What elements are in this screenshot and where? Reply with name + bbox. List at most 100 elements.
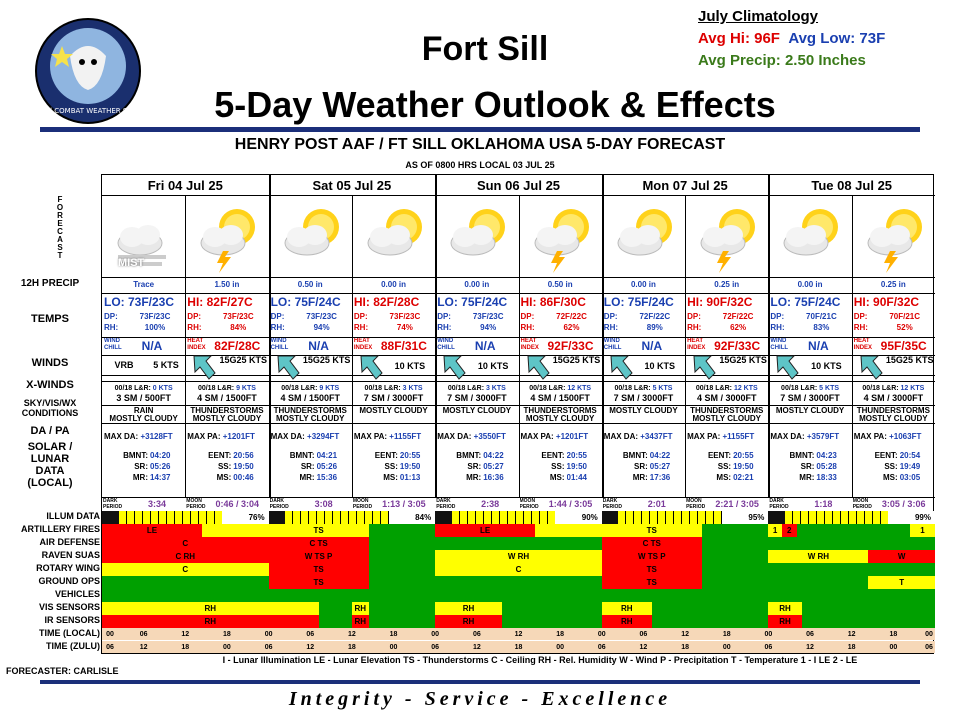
dewpoint: 73F/23C (139, 312, 171, 321)
humidity: 84% (230, 323, 247, 332)
sky-vis: 4 SM / 3000FT (863, 394, 924, 403)
time-tick: 06 (597, 644, 606, 651)
effect-segment: TS (601, 524, 702, 537)
sunset-label: EENT: (374, 451, 398, 460)
time-tick: 18 (223, 631, 231, 638)
dp-label: DP: (520, 312, 535, 321)
heat-index: 92F/33C (547, 339, 594, 353)
effect-segment: C TS (268, 537, 369, 550)
wind-chill-label: WIND CHILL (270, 338, 289, 351)
time-tick: 06 (264, 644, 273, 651)
sunset-label: MS: (383, 473, 398, 482)
thunderstorm-icon (534, 209, 589, 273)
time-tick: 00 (764, 631, 773, 638)
sunset-time: 20:54 (899, 451, 921, 460)
illum-dark (768, 511, 786, 524)
heat-index: 95F/35C (880, 339, 927, 353)
as-of: AS OF 0800 HRS LOCAL 03 JUL 25 (405, 160, 555, 170)
moon-period-label: MOON PERIOD (852, 498, 872, 510)
density-altitude: MAX DA: +3294FT (270, 432, 340, 441)
heat-index: 88F/31C (380, 339, 427, 353)
effect-segment: RH (601, 615, 652, 628)
partly-cloudy-icon (367, 209, 422, 256)
dp-label: DP: (770, 312, 785, 321)
label-precip: 12H PRECIP (20, 278, 80, 289)
rh-label: RH: (853, 323, 868, 332)
effect-segment (368, 576, 436, 589)
effect-segment: RH (768, 615, 802, 628)
dp-label: DP: (353, 312, 368, 321)
footer-divider (40, 680, 920, 684)
time-tick: 00 (389, 644, 398, 651)
wind-chill: N/A (308, 339, 329, 353)
sunrise-time: 05:27 (649, 462, 671, 471)
time-tick: 18 (556, 631, 565, 638)
effect-segment: T (868, 576, 935, 589)
sunrise-label: SR: (800, 462, 815, 471)
effect-segment: W RH (768, 550, 869, 563)
effect-segment: RH (435, 615, 502, 628)
sky-vis: 4 SM / 3000FT (696, 394, 757, 403)
time-tick: 00 (106, 631, 114, 638)
heat-index-label: HEAT INDEX (353, 338, 373, 351)
heat-index-label: HEAT INDEX (520, 338, 539, 351)
time-tick: 06 (106, 644, 114, 651)
sunrise-label: SR: (634, 462, 648, 471)
moon-period-label: MOON PERIOD (186, 498, 206, 510)
density-altitude: MAX PA: +1201FT (520, 432, 589, 441)
wind-dir: VRB (114, 361, 134, 370)
effect-segment: RH (435, 602, 502, 615)
dp-label: DP: (603, 312, 618, 321)
day-divider (435, 175, 438, 497)
wind-speed-pm: 15G25 KTS (219, 355, 268, 365)
sunrise-label: BMNT: (123, 451, 148, 460)
humidity: 62% (563, 323, 580, 332)
day-header: Fri 04 Jul 25 (147, 178, 223, 193)
density-altitude: MAX DA: +3437FT (603, 432, 673, 441)
effect-segment (318, 615, 352, 628)
moon-period: 1:13 / 3:05 (382, 500, 426, 509)
dewpoint: 70F/21C (889, 312, 921, 321)
sky-vis: 7 SM / 3000FT (613, 394, 674, 403)
sky-cond: THUNDERSTORMS (856, 406, 930, 415)
sunrise-label: BMNT: (289, 451, 315, 460)
weather-squadron-logo: 3d COMBAT WEATHER SQ (35, 18, 141, 124)
high-temp: HI: 90F/32C (687, 295, 753, 309)
climatology-box: July Climatology Avg Hi: 96F Avg Low: 73… (698, 6, 885, 72)
row-label: ILLUM DATA (46, 511, 100, 521)
wind-speed-am: 10 KTS (644, 361, 676, 371)
time-tick: 12 (806, 644, 814, 651)
sunset-label: EENT: (541, 451, 565, 460)
dark-period-label: DARK PERIOD (602, 498, 622, 510)
wind-chill: N/A (474, 339, 496, 353)
time-tick: 12 (847, 631, 856, 638)
legend: I - Lunar Illumination LE - Lunar Elevat… (222, 655, 858, 665)
sky-cond-2: MOSTLY CLOUDY (276, 414, 345, 423)
dark-period-label: DARK PERIOD (436, 498, 456, 510)
heat-index-label: HEAT INDEX (853, 338, 873, 351)
dark-period-label: DARK PERIOD (269, 498, 289, 510)
svg-text:3d COMBAT WEATHER SQ: 3d COMBAT WEATHER SQ (43, 107, 133, 115)
wind-chill-label: WIND CHILL (437, 338, 455, 351)
sunrise-time: 04:21 (316, 451, 338, 460)
precip-am: Trace (133, 280, 155, 289)
effect-segment: RH (601, 602, 652, 615)
effect-segment: W (868, 550, 935, 563)
time-tick: 06 (139, 631, 148, 638)
grid-line (601, 497, 769, 498)
effect-segment (801, 615, 935, 628)
humidity: 100% (144, 323, 166, 332)
partly-cloudy-icon (450, 209, 506, 256)
sunrise-time: 05:26 (150, 462, 171, 471)
effect-segment (368, 602, 436, 615)
sunset-label: SS: (217, 462, 232, 471)
sunset-time: 19:50 (733, 462, 754, 471)
day-header: Sat 05 Jul 25 (312, 178, 392, 193)
sunset-time: 20:55 (566, 451, 587, 460)
crosswind: 00/18 L&R: 9 KTS (197, 385, 256, 392)
humidity: 89% (646, 323, 663, 332)
forecaster: FORECASTER: CARLISLE (6, 666, 119, 676)
wind-chill-label: WIND CHILL (104, 338, 122, 351)
mist-label: MIST (118, 257, 145, 269)
humidity: 62% (730, 323, 747, 332)
